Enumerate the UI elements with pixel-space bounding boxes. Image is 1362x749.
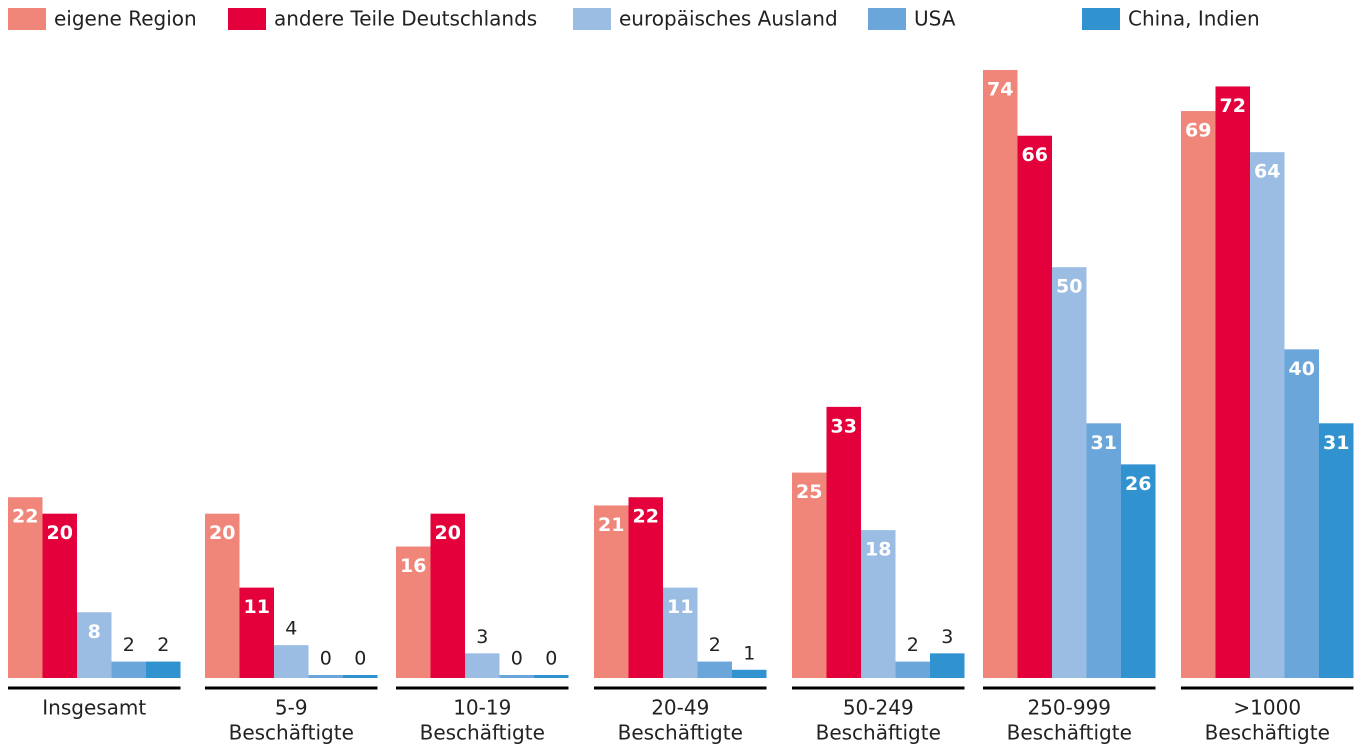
bar bbox=[1319, 423, 1354, 678]
value-label: 20 bbox=[209, 522, 235, 544]
value-label: 22 bbox=[12, 506, 38, 528]
bar bbox=[1250, 152, 1285, 678]
value-label: 18 bbox=[865, 539, 891, 561]
bar bbox=[111, 661, 146, 678]
x-tick-label: 10-19 bbox=[453, 696, 511, 720]
value-label: 69 bbox=[1185, 120, 1211, 142]
value-label: 20 bbox=[435, 522, 461, 544]
value-label: 0 bbox=[545, 648, 557, 670]
x-tick-label: Insgesamt bbox=[42, 696, 146, 720]
value-label: 25 bbox=[796, 481, 822, 503]
value-label: 0 bbox=[320, 648, 332, 670]
value-label: 50 bbox=[1056, 276, 1082, 298]
value-label: 74 bbox=[987, 79, 1013, 101]
legend-swatch bbox=[1082, 8, 1120, 30]
value-label: 2 bbox=[907, 634, 919, 656]
value-label: 21 bbox=[598, 514, 624, 536]
value-label: 4 bbox=[285, 618, 297, 640]
legend-swatch bbox=[573, 8, 611, 30]
bar bbox=[205, 513, 240, 678]
bar bbox=[1284, 349, 1319, 678]
x-tick-label: Beschäftigte bbox=[1007, 721, 1132, 745]
value-label: 16 bbox=[400, 555, 426, 577]
legend-label: USA bbox=[914, 7, 956, 31]
value-label: 0 bbox=[354, 648, 366, 670]
value-label: 3 bbox=[476, 626, 488, 648]
x-tick-label: 5-9 bbox=[275, 696, 308, 720]
value-label: 2 bbox=[123, 634, 135, 656]
x-tick-label: Beschäftigte bbox=[618, 721, 743, 745]
bar bbox=[396, 546, 431, 678]
bar bbox=[1086, 423, 1121, 678]
bar bbox=[983, 70, 1018, 678]
bar bbox=[42, 513, 77, 678]
value-label: 40 bbox=[1289, 358, 1315, 380]
legend-label: China, Indien bbox=[1128, 7, 1260, 31]
value-label: 26 bbox=[1125, 473, 1151, 495]
x-tick-label: 20-49 bbox=[651, 696, 709, 720]
bar bbox=[594, 505, 629, 678]
bar bbox=[697, 661, 732, 678]
legend-swatch bbox=[868, 8, 906, 30]
value-label: 1 bbox=[743, 642, 755, 664]
legend-label: eigene Region bbox=[54, 7, 197, 31]
bar bbox=[1121, 464, 1156, 678]
bar bbox=[534, 675, 569, 678]
legend-label: europäisches Ausland bbox=[619, 7, 838, 31]
bar bbox=[1181, 111, 1216, 679]
bar bbox=[732, 669, 767, 678]
legend-swatch bbox=[8, 8, 46, 30]
bar bbox=[1215, 86, 1250, 678]
bar bbox=[430, 513, 465, 678]
value-label: 66 bbox=[1022, 144, 1048, 166]
value-label: 11 bbox=[667, 596, 693, 618]
bar bbox=[895, 661, 930, 678]
bar bbox=[77, 612, 112, 678]
bar bbox=[499, 675, 534, 678]
x-tick-label: >1000 bbox=[1233, 696, 1301, 720]
value-label: 72 bbox=[1220, 95, 1246, 117]
value-label: 3 bbox=[941, 626, 953, 648]
value-label: 31 bbox=[1091, 432, 1117, 454]
bar bbox=[8, 497, 43, 678]
bar bbox=[239, 587, 274, 678]
bar bbox=[465, 653, 500, 678]
value-label: 2 bbox=[157, 634, 169, 656]
x-tick-label: Beschäftigte bbox=[229, 721, 354, 745]
value-label: 2 bbox=[709, 634, 721, 656]
bar bbox=[343, 675, 378, 678]
legend-swatch bbox=[228, 8, 266, 30]
x-tick-label: Beschäftigte bbox=[816, 721, 941, 745]
bar bbox=[930, 653, 965, 678]
bar bbox=[826, 406, 861, 678]
value-label: 64 bbox=[1254, 161, 1280, 183]
legend-label: andere Teile Deutschlands bbox=[274, 7, 537, 31]
bar bbox=[792, 472, 827, 678]
bar bbox=[308, 675, 343, 678]
value-label: 22 bbox=[633, 506, 659, 528]
x-tick-label: Beschäftigte bbox=[1205, 721, 1330, 745]
value-label: 0 bbox=[511, 648, 523, 670]
value-label: 8 bbox=[88, 621, 101, 643]
value-label: 31 bbox=[1323, 432, 1349, 454]
x-tick-label: 50-249 bbox=[843, 696, 914, 720]
value-label: 33 bbox=[831, 415, 857, 437]
bar bbox=[274, 645, 309, 678]
bar bbox=[663, 587, 698, 678]
bar bbox=[861, 530, 896, 678]
bar bbox=[1052, 267, 1087, 678]
bar bbox=[628, 497, 663, 678]
value-label: 11 bbox=[244, 596, 270, 618]
bar bbox=[1017, 135, 1052, 678]
x-tick-label: 250-999 bbox=[1027, 696, 1111, 720]
value-label: 20 bbox=[47, 522, 73, 544]
x-tick-label: Beschäftigte bbox=[420, 721, 545, 745]
bar bbox=[146, 661, 181, 678]
